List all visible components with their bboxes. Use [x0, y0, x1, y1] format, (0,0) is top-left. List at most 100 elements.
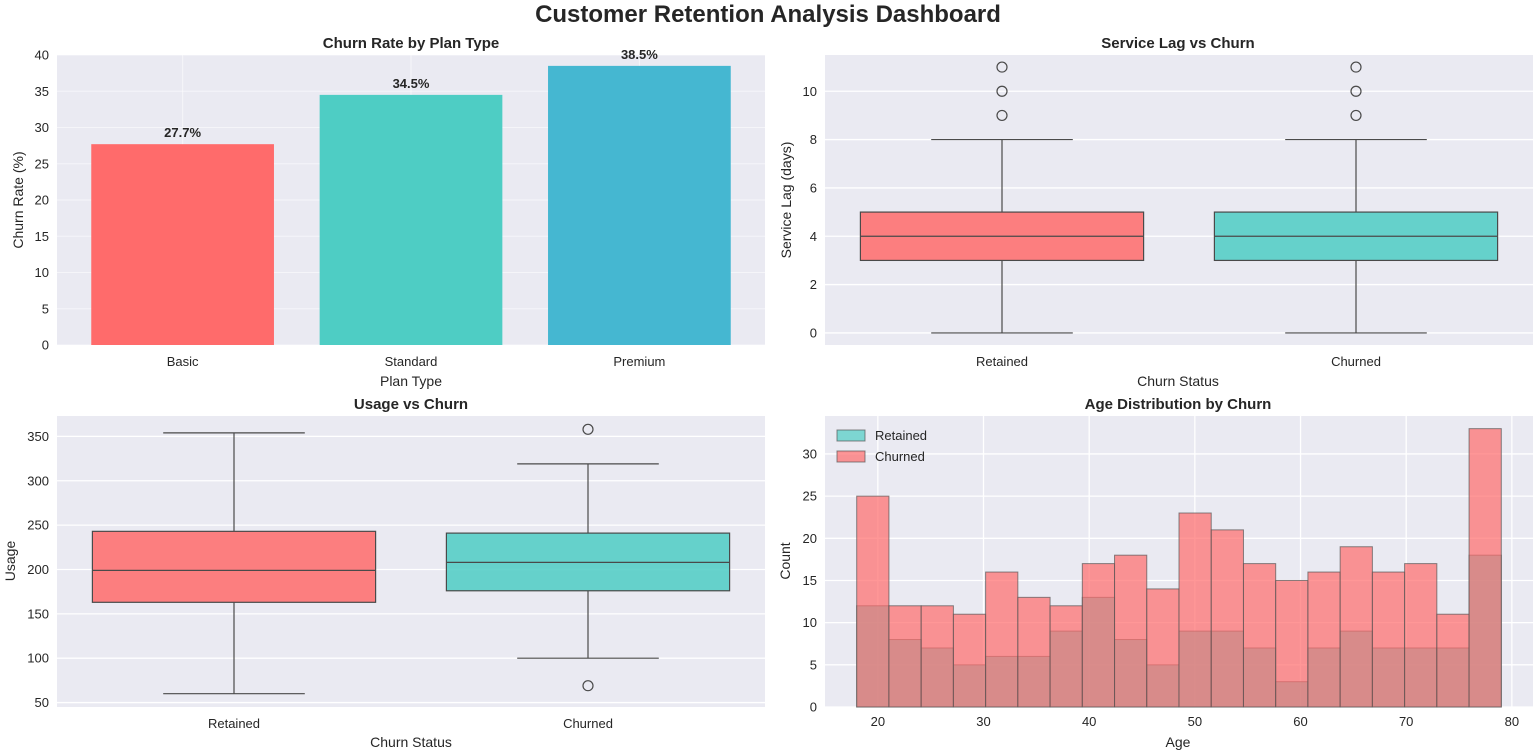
outlier-point [1350, 85, 1362, 97]
x-tick-label: Retained [208, 716, 260, 731]
y-tick-label: 10 [35, 265, 49, 280]
x-tick-label: 50 [1188, 714, 1202, 729]
hist-bar-churned [856, 495, 890, 708]
y-tick-label: 15 [35, 229, 49, 244]
legend-swatch [836, 429, 866, 442]
chart-title: Age Distribution by Churn [1085, 396, 1272, 413]
y-tick-label: 0 [810, 700, 817, 715]
hist-bar-churned [1178, 512, 1212, 708]
hist-bar-churned [920, 605, 954, 708]
y-tick-label: 30 [35, 120, 49, 135]
y-tick-label: 350 [27, 429, 49, 444]
x-tick-label: Premium [613, 354, 665, 369]
x-tick-label: Standard [385, 354, 438, 369]
y-axis-label: Usage [2, 541, 18, 582]
outlier-point [996, 61, 1008, 73]
chart-title: Service Lag vs Churn [1101, 35, 1254, 52]
outlier-point [996, 109, 1008, 122]
hist-bar-churned [952, 613, 987, 708]
hist-bar-churned [1307, 571, 1341, 708]
outlier-point [1350, 109, 1362, 122]
x-tick-label: Churned [1331, 354, 1381, 369]
chart-title: Usage vs Churn [354, 396, 468, 413]
x-tick-label: Basic [167, 354, 199, 369]
hist-bar-churned [1081, 563, 1116, 708]
y-tick-label: 2 [810, 277, 817, 292]
legend-swatch [836, 450, 866, 463]
data-label: 27.7% [164, 125, 201, 140]
churn-rate-chart: Churn Rate by Plan Type Plan Type Churn … [10, 35, 765, 389]
outlier-point [582, 423, 594, 435]
y-tick-label: 20 [803, 531, 817, 546]
hist-bar-churned [1114, 554, 1148, 708]
y-tick-label: 10 [803, 615, 817, 630]
plot-area [825, 55, 1533, 345]
bar-standard [319, 94, 503, 345]
y-axis-label: Churn Rate (%) [10, 151, 26, 248]
hist-bar-churned [1436, 613, 1470, 708]
hist-bar-churned [888, 605, 922, 708]
service-lag-chart: Service Lag vs Churn Churn Status Servic… [778, 35, 1533, 389]
data-label: 34.5% [393, 76, 430, 91]
hist-bar-churned [1146, 588, 1180, 708]
hist-bar-churned [1210, 529, 1244, 708]
outlier-point [1350, 61, 1362, 73]
y-tick-label: 100 [27, 651, 49, 666]
hist-bar-churned [1339, 546, 1373, 708]
x-tick-label: 30 [976, 714, 990, 729]
dashboard-title: Customer Retention Analysis Dashboard [535, 1, 1001, 28]
y-tick-label: 5 [810, 657, 817, 672]
y-tick-label: 10 [803, 84, 817, 99]
y-tick-label: 250 [27, 518, 49, 533]
outlier-point [582, 680, 594, 692]
x-tick-label: 60 [1293, 714, 1307, 729]
hist-bar-churned [1371, 571, 1406, 708]
y-axis-label: Count [777, 542, 793, 579]
y-tick-label: 50 [35, 695, 49, 710]
hist-bar-churned [1275, 579, 1309, 708]
y-tick-label: 15 [803, 573, 817, 588]
outlier-point [996, 85, 1008, 97]
y-tick-label: 25 [803, 489, 817, 504]
bar-premium [548, 65, 731, 345]
usage-chart: Usage vs Churn Churn Status Usage 50 100 1… [2, 396, 765, 750]
y-tick-label: 5 [42, 301, 49, 316]
x-axis-label: Age [1166, 734, 1191, 750]
hist-bar-churned [1049, 605, 1083, 708]
y-tick-label: 20 [35, 193, 49, 208]
x-tick-label: 40 [1082, 714, 1096, 729]
hist-bar-churned [985, 571, 1019, 708]
data-label: 38.5% [621, 47, 658, 62]
x-tick-label: Retained [976, 354, 1028, 369]
x-tick-label: 20 [871, 714, 885, 729]
bar-basic [91, 144, 274, 345]
box-retained [91, 530, 377, 603]
hist-bar-churned [1242, 563, 1277, 708]
x-tick-label: 70 [1399, 714, 1413, 729]
y-tick-label: 40 [35, 48, 49, 63]
y-tick-label: 30 [803, 446, 817, 461]
legend-label: Churned [875, 449, 925, 464]
hist-bar-churned [1468, 428, 1502, 708]
x-axis-label: Churn Status [370, 734, 452, 750]
y-tick-label: 25 [35, 156, 49, 171]
x-tick-label: Churned [563, 716, 613, 731]
y-tick-label: 150 [27, 606, 49, 621]
y-tick-label: 0 [810, 325, 817, 340]
y-tick-label: 4 [810, 229, 817, 244]
y-tick-label: 6 [810, 180, 817, 195]
x-axis-label: Plan Type [380, 373, 442, 389]
y-tick-label: 35 [35, 84, 49, 99]
y-tick-label: 300 [27, 473, 49, 488]
x-tick-label: 80 [1505, 714, 1519, 729]
y-tick-label: 0 [42, 338, 49, 353]
y-axis-label: Service Lag (days) [778, 142, 794, 259]
hist-bar-churned [1017, 596, 1051, 708]
hist-bar-churned [1404, 563, 1438, 708]
y-tick-label: 200 [27, 562, 49, 577]
age-distribution-chart: Age Distribution by Churn Age Count 0 5 10… [777, 396, 1533, 750]
y-tick-label: 8 [810, 132, 817, 147]
chart-title: Churn Rate by Plan Type [323, 35, 499, 52]
legend-label: Retained [875, 428, 927, 443]
